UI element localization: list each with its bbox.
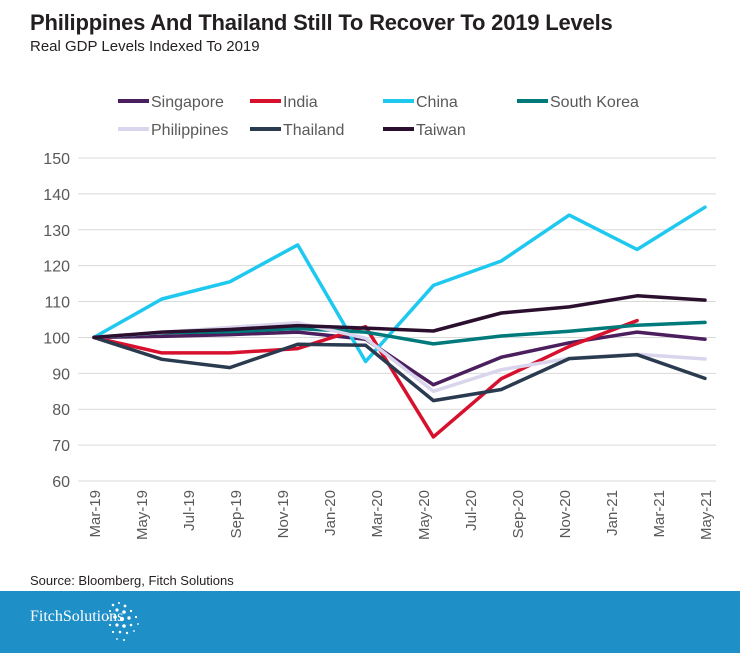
x-tick-label: Sep-19 [228, 490, 245, 538]
y-tick-label: 140 [43, 187, 70, 204]
series-line-taiwan [92, 294, 707, 340]
chart-title: Philippines And Thailand Still To Recove… [30, 10, 613, 35]
x-tick-label: Jan-21 [604, 490, 621, 536]
x-tick-label: Mar-20 [369, 490, 386, 538]
y-tick-label: 150 [43, 151, 70, 168]
x-tick-label: May-19 [134, 490, 151, 540]
fitch-solutions-logo: FitchSolutions [30, 608, 124, 625]
x-tick-label: May-20 [416, 490, 433, 540]
series-line-singapore [92, 330, 707, 387]
legend-label-taiwan: Taiwan [416, 122, 466, 139]
x-tick-label: May-21 [698, 490, 715, 540]
y-tick-label: 80 [52, 402, 70, 419]
legend-label-south-korea: South Korea [550, 94, 639, 111]
logo-dots-icon [106, 602, 139, 641]
chart-subtitle: Real GDP Levels Indexed To 2019 [30, 38, 260, 55]
legend-label-singapore: Singapore [151, 94, 224, 111]
x-tick-label: Jul-19 [181, 490, 198, 531]
x-tick-label: Nov-20 [557, 490, 574, 538]
source-note: Source: Bloomberg, Fitch Solutions [30, 573, 234, 588]
y-tick-label: 110 [44, 295, 70, 312]
x-tick-label: Sep-20 [510, 490, 527, 538]
legend-label-thailand: Thailand [283, 122, 344, 139]
x-tick-label: Mar-21 [651, 490, 668, 538]
y-tick-label: 120 [43, 259, 70, 276]
line-chart: 60 70 80 90 100 110 120 130 140 150 Mar-19 May-19 Ju… [43, 94, 716, 540]
y-tick-label: 100 [43, 330, 70, 347]
x-tick-label: Nov-19 [275, 490, 292, 538]
footer-bar: FitchSolutions [0, 591, 740, 653]
x-tick-label: Jul-20 [463, 490, 480, 531]
legend-label-india: India [283, 94, 318, 111]
series-line-china [92, 205, 707, 364]
y-tick-label: 60 [52, 474, 70, 491]
series-line-thailand [92, 335, 707, 403]
y-tick-label: 130 [43, 223, 70, 240]
x-tick-label: Mar-19 [87, 490, 104, 538]
legend-label-philippines: Philippines [151, 122, 228, 139]
legend-label-china: China [416, 94, 458, 111]
x-tick-label: Jan-20 [322, 490, 339, 536]
y-tick-label: 90 [52, 366, 70, 383]
y-tick-label: 70 [52, 438, 70, 455]
